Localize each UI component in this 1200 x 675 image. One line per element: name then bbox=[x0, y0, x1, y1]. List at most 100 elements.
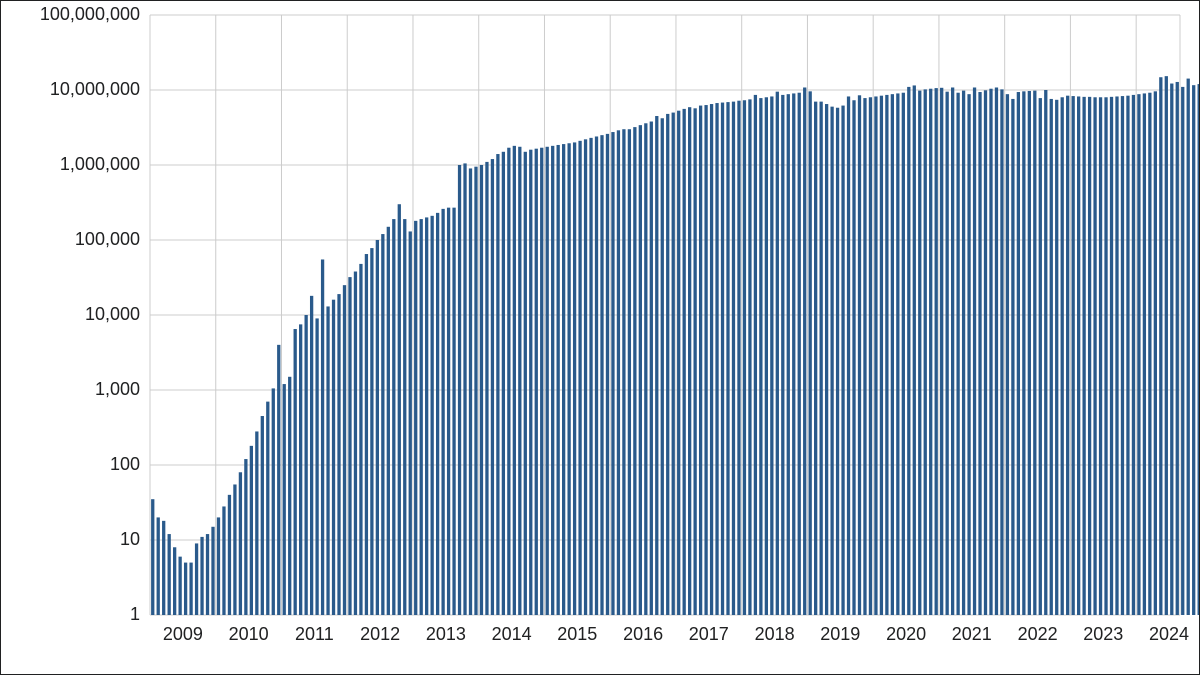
bar bbox=[600, 135, 603, 615]
bar bbox=[852, 100, 855, 615]
bar bbox=[299, 324, 302, 615]
bar bbox=[409, 231, 412, 615]
bar bbox=[787, 94, 790, 615]
y-tick-label: 1 bbox=[130, 604, 140, 624]
x-tick-label: 2015 bbox=[557, 624, 597, 644]
bar bbox=[770, 96, 773, 615]
bar bbox=[704, 105, 707, 615]
x-tick-label: 2016 bbox=[623, 624, 663, 644]
bar bbox=[1126, 96, 1129, 615]
bar bbox=[1072, 96, 1075, 615]
bar bbox=[693, 108, 696, 615]
bar bbox=[1176, 82, 1179, 615]
bar bbox=[491, 159, 494, 615]
bar bbox=[184, 563, 187, 615]
bar bbox=[162, 521, 165, 615]
bar bbox=[348, 277, 351, 615]
bar bbox=[507, 148, 510, 615]
bar bbox=[907, 87, 910, 615]
x-tick-label: 2018 bbox=[755, 624, 795, 644]
x-tick-label: 2024 bbox=[1149, 624, 1189, 644]
bar bbox=[1110, 97, 1113, 615]
bar bbox=[288, 377, 291, 615]
bar bbox=[918, 91, 921, 615]
bar bbox=[1115, 96, 1118, 615]
bar bbox=[239, 472, 242, 615]
bar bbox=[535, 149, 538, 615]
bar bbox=[365, 254, 368, 615]
bar bbox=[1006, 94, 1009, 615]
bar bbox=[688, 107, 691, 615]
bar bbox=[524, 152, 527, 615]
bar bbox=[1066, 96, 1069, 615]
bar bbox=[474, 167, 477, 615]
bar bbox=[995, 87, 998, 615]
x-tick-label: 2017 bbox=[689, 624, 729, 644]
bar bbox=[458, 165, 461, 615]
bar bbox=[310, 296, 313, 615]
bar bbox=[326, 306, 329, 615]
bar bbox=[189, 563, 192, 615]
bar bbox=[168, 534, 171, 615]
bar bbox=[447, 208, 450, 615]
bar bbox=[151, 499, 154, 615]
bar bbox=[452, 208, 455, 615]
bar bbox=[414, 221, 417, 615]
bar bbox=[902, 93, 905, 615]
bar bbox=[277, 345, 280, 615]
bar bbox=[551, 146, 554, 615]
bar bbox=[1148, 93, 1151, 615]
x-tick-label: 2010 bbox=[229, 624, 269, 644]
bar bbox=[650, 122, 653, 615]
x-tick-label: 2009 bbox=[163, 624, 203, 644]
bar bbox=[1088, 97, 1091, 615]
bar bbox=[611, 132, 614, 615]
bar bbox=[1077, 96, 1080, 615]
bar bbox=[496, 154, 499, 615]
y-tick-label: 1,000 bbox=[95, 379, 140, 399]
bar bbox=[869, 97, 872, 615]
bar bbox=[178, 557, 181, 615]
bar bbox=[387, 227, 390, 615]
bar bbox=[880, 96, 883, 615]
bar bbox=[557, 145, 560, 615]
bar bbox=[1050, 99, 1053, 615]
bar bbox=[721, 103, 724, 615]
bar bbox=[633, 127, 636, 615]
bar bbox=[825, 104, 828, 615]
bar bbox=[562, 144, 565, 615]
bar bbox=[661, 118, 664, 615]
x-tick-label: 2020 bbox=[886, 624, 926, 644]
bar bbox=[1044, 90, 1047, 615]
bar bbox=[1170, 84, 1173, 615]
bar bbox=[381, 234, 384, 615]
bar bbox=[343, 285, 346, 615]
bar bbox=[781, 95, 784, 615]
bar bbox=[858, 95, 861, 615]
bar bbox=[206, 534, 209, 615]
y-tick-label: 100,000 bbox=[75, 229, 140, 249]
bar bbox=[666, 114, 669, 615]
bar bbox=[173, 547, 176, 615]
bar bbox=[617, 130, 620, 615]
bar bbox=[1181, 87, 1184, 615]
y-tick-label: 100 bbox=[110, 454, 140, 474]
bar bbox=[639, 125, 642, 615]
bar bbox=[425, 217, 428, 615]
bar bbox=[622, 129, 625, 615]
bar bbox=[359, 264, 362, 615]
x-tick-label: 2023 bbox=[1083, 624, 1123, 644]
bar bbox=[315, 318, 318, 615]
bar bbox=[222, 506, 225, 615]
bar bbox=[743, 100, 746, 615]
bar bbox=[573, 142, 576, 615]
x-tick-label: 2013 bbox=[426, 624, 466, 644]
x-tick-label: 2022 bbox=[1018, 624, 1058, 644]
x-tick-label: 2012 bbox=[360, 624, 400, 644]
bar bbox=[940, 88, 943, 615]
bar bbox=[1022, 91, 1025, 615]
bar bbox=[233, 484, 236, 615]
bar bbox=[1017, 92, 1020, 615]
bar bbox=[956, 93, 959, 615]
bar bbox=[754, 95, 757, 615]
